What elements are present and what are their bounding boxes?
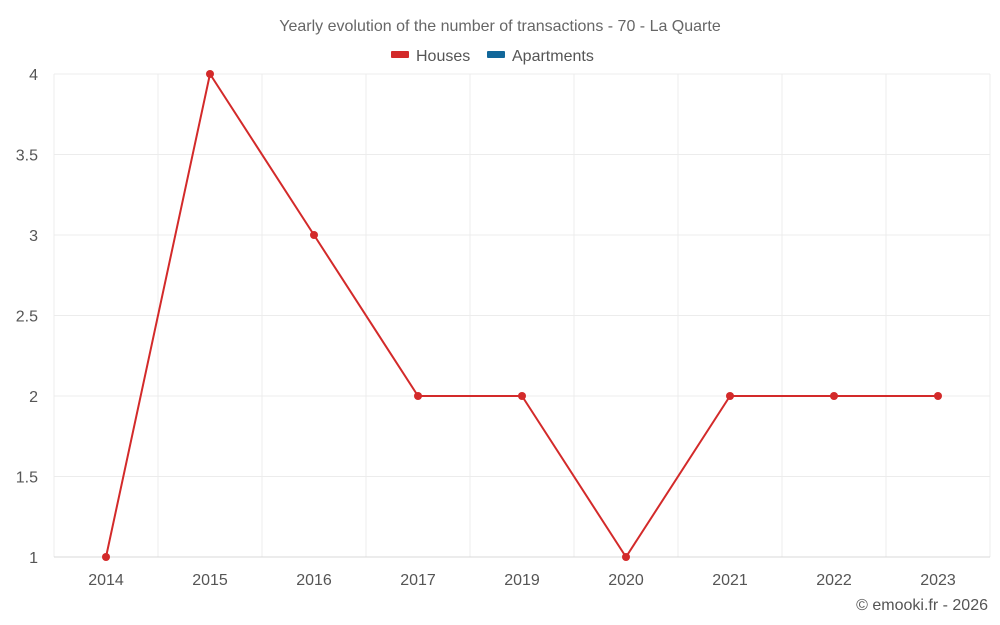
x-tick-label: 2023 — [920, 572, 956, 589]
x-tick-label: 2014 — [88, 572, 124, 589]
legend-swatch-houses — [391, 51, 409, 58]
data-point-houses-2014[interactable] — [102, 553, 110, 561]
data-point-houses-2021[interactable] — [726, 392, 734, 400]
series — [102, 70, 942, 561]
legend-item-houses[interactable]: Houses — [391, 48, 470, 65]
data-point-houses-2019[interactable] — [518, 392, 526, 400]
y-tick-label: 3 — [29, 228, 38, 245]
y-tick-label: 2 — [29, 389, 38, 406]
x-tick-label: 2022 — [816, 572, 852, 589]
data-point-houses-2022[interactable] — [830, 392, 838, 400]
y-tick-label: 1 — [29, 550, 38, 567]
y-tick-label: 1.5 — [16, 470, 38, 487]
y-tick-label: 3.5 — [16, 148, 38, 165]
data-point-houses-2015[interactable] — [206, 70, 214, 78]
x-tick-label: 2017 — [400, 572, 436, 589]
y-tick-label: 2.5 — [16, 309, 38, 326]
legend-item-apartments[interactable]: Apartments — [487, 48, 594, 65]
y-tick-label: 4 — [29, 67, 38, 84]
data-point-houses-2023[interactable] — [934, 392, 942, 400]
x-tick-label: 2021 — [712, 572, 748, 589]
x-tick-label: 2016 — [296, 572, 332, 589]
data-point-houses-2020[interactable] — [622, 553, 630, 561]
legend: Houses Apartments — [391, 48, 594, 65]
x-tick-label: 2015 — [192, 572, 228, 589]
data-point-houses-2016[interactable] — [310, 231, 318, 239]
data-point-houses-2017[interactable] — [414, 392, 422, 400]
x-tick-label: 2019 — [504, 572, 540, 589]
y-axis-ticks: 1 1.5 2 2.5 3 3.5 4 — [16, 67, 38, 567]
chart-title: Yearly evolution of the number of transa… — [279, 18, 721, 35]
credit-text: © emooki.fr - 2026 — [856, 597, 988, 614]
legend-label-houses: Houses — [416, 48, 470, 65]
legend-swatch-apartments — [487, 51, 505, 58]
legend-label-apartments: Apartments — [512, 48, 594, 65]
x-tick-label: 2020 — [608, 572, 644, 589]
x-axis-ticks: 2014 2015 2016 2017 2019 2020 2021 2022 2023 — [88, 572, 956, 589]
